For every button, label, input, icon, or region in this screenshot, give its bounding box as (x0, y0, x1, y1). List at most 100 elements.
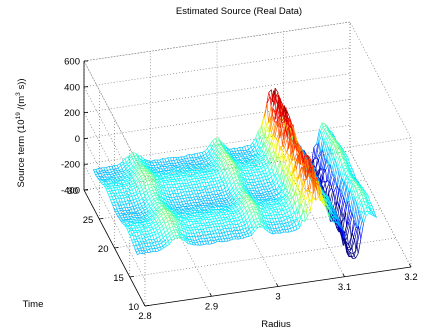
surface-mesh-line (322, 137, 325, 142)
surface-mesh-line (183, 209, 187, 212)
surface-mesh-line (136, 168, 140, 172)
surface-mesh-line (133, 179, 136, 183)
surface-mesh-line (118, 186, 121, 191)
surface-mesh-line (178, 180, 181, 184)
surface-mesh-line (279, 111, 283, 117)
surface-mesh-line (220, 186, 223, 191)
surface-mesh-line (198, 213, 202, 216)
surface-mesh-line (228, 205, 232, 209)
surface-mesh-line (246, 167, 249, 171)
surface-mesh-line (97, 177, 100, 181)
surface-mesh-line (146, 190, 148, 194)
surface-mesh-line (269, 188, 272, 192)
surface-mesh-line (270, 116, 274, 130)
surface-mesh-line (277, 199, 281, 201)
surface-mesh-line (283, 110, 288, 118)
surface-mesh-line (181, 162, 185, 164)
surface-mesh-line (271, 121, 275, 133)
surface-mesh-line (184, 157, 188, 160)
surface-mesh-line (289, 126, 292, 137)
surface-mesh-line (252, 146, 256, 151)
surface-mesh-line (327, 133, 331, 137)
surface-mesh-line (275, 163, 278, 172)
surface-mesh-line (211, 161, 215, 164)
surface-mesh-line (334, 149, 338, 160)
surface-mesh-line (165, 187, 169, 189)
surface-mesh-line (265, 148, 268, 153)
surface-mesh-line (275, 139, 279, 153)
surface-mesh-line (227, 181, 231, 186)
surface-mesh-line (191, 172, 193, 176)
surface-mesh-line (258, 156, 262, 159)
surface-mesh-line (255, 168, 258, 173)
surface-mesh-line (163, 185, 166, 189)
surface-mesh-line (223, 155, 227, 159)
surface-mesh-line (191, 191, 194, 194)
surface-mesh-line (135, 203, 139, 207)
surface-mesh-line (163, 162, 165, 165)
surface-mesh-line (227, 176, 230, 180)
surface-mesh-line (114, 195, 118, 197)
surface-mesh-line (333, 141, 337, 144)
surface-mesh-line (282, 103, 285, 108)
surface-mesh-line (148, 194, 152, 197)
surface-mesh-line (212, 140, 215, 145)
surface-mesh-line (151, 209, 154, 213)
surface-mesh-line (122, 161, 124, 165)
surface-mesh-line (111, 187, 115, 189)
surface-mesh-line (133, 164, 137, 168)
surface-mesh-line (261, 116, 265, 127)
surface-mesh-line (191, 154, 194, 159)
surface-mesh-line (265, 150, 269, 155)
surface-mesh-line (217, 186, 220, 191)
surface-mesh-line (109, 196, 111, 201)
surface-mesh-line (273, 107, 278, 122)
surface-mesh-line (207, 166, 210, 170)
surface-mesh-line (200, 155, 204, 158)
surface-mesh-line (320, 131, 322, 136)
surface-mesh-line (231, 161, 234, 166)
surface-mesh-line (102, 177, 105, 180)
surface-mesh-line (118, 177, 122, 180)
surface-mesh-line (272, 144, 274, 151)
surface-mesh-line (128, 182, 131, 186)
surface-mesh-line (230, 164, 233, 168)
surface-mesh-line (185, 183, 187, 187)
surface-mesh-line (165, 177, 168, 181)
surface-mesh-line (336, 156, 340, 165)
surface-mesh-line (136, 184, 138, 188)
surface-mesh-line (268, 176, 272, 180)
surface-mesh-line (287, 154, 290, 164)
surface-mesh-line (329, 137, 333, 139)
surface-mesh-line (205, 175, 209, 178)
surface-mesh-line (212, 167, 216, 170)
surface-mesh-line (133, 191, 137, 194)
surface-mesh-line (258, 174, 262, 176)
surface-mesh-line (120, 184, 123, 187)
surface-mesh-line (324, 183, 327, 191)
surface-mesh-line (187, 187, 190, 192)
surface-mesh-line (313, 143, 317, 148)
surface-mesh-line (140, 176, 142, 179)
surface-mesh-line (180, 186, 183, 190)
surface-mesh-line (246, 172, 250, 175)
surface-mesh-line (287, 126, 290, 138)
surface-mesh-line (326, 127, 329, 131)
surface-mesh-line (131, 195, 134, 201)
surface-mesh-line (333, 186, 337, 193)
surface-mesh-line (141, 205, 144, 209)
surface-mesh-line (347, 177, 349, 179)
surface-mesh-line (216, 182, 220, 185)
surface-mesh-line (315, 159, 319, 168)
surface-mesh-line (145, 172, 149, 174)
surface-mesh-line (328, 140, 332, 149)
surface-mesh-line (255, 138, 257, 142)
surface-mesh-line (134, 195, 137, 199)
surface-mesh-line (165, 160, 169, 163)
surface-mesh-line (232, 150, 236, 153)
surface-mesh-line (181, 200, 185, 203)
surface-mesh-line (230, 193, 233, 196)
surface-mesh-line (133, 186, 136, 189)
surface-mesh-line (183, 155, 187, 158)
surface-mesh-line (134, 155, 137, 157)
